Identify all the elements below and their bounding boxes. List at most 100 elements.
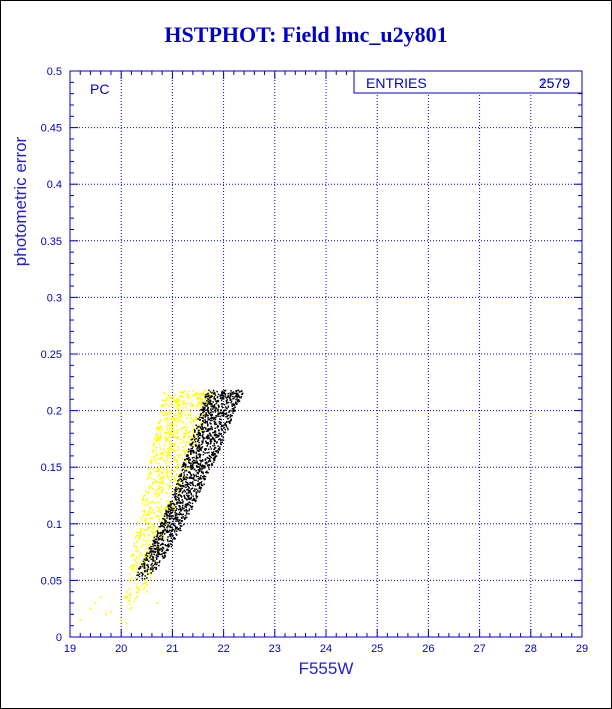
- data-point-black: [204, 449, 206, 451]
- data-point-black: [145, 559, 147, 561]
- data-point-black: [214, 450, 217, 452]
- data-point-yellow: [155, 461, 158, 464]
- data-point-black: [161, 549, 164, 552]
- data-point-yellow: [94, 602, 97, 604]
- data-point-yellow: [138, 531, 141, 534]
- data-point-black: [213, 407, 215, 409]
- data-point-black: [225, 399, 228, 402]
- data-point-yellow: [193, 419, 196, 421]
- data-point-yellow: [178, 416, 181, 418]
- data-point-yellow: [162, 520, 164, 523]
- data-point-yellow: [179, 412, 182, 415]
- data-point-black: [187, 448, 190, 451]
- panel-label: PC: [90, 81, 109, 97]
- data-point-yellow: [174, 458, 176, 461]
- data-point-yellow: [159, 437, 162, 439]
- data-point-black: [206, 470, 208, 473]
- data-point-black: [205, 412, 207, 414]
- data-point-black: [158, 548, 160, 550]
- data-point-yellow: [132, 564, 134, 566]
- data-point-black: [180, 502, 183, 504]
- data-point-yellow: [174, 443, 176, 446]
- data-point-yellow: [188, 435, 190, 437]
- data-point-black: [147, 568, 149, 571]
- data-point-black: [169, 529, 171, 532]
- data-point-yellow: [166, 432, 168, 435]
- data-point-black: [154, 561, 157, 564]
- data-point-yellow: [133, 600, 135, 603]
- data-point-black: [158, 552, 160, 554]
- data-point-black: [207, 419, 209, 421]
- data-point-black: [220, 396, 222, 399]
- data-point-black: [211, 462, 213, 465]
- data-point-yellow: [192, 419, 194, 421]
- data-point-yellow: [167, 431, 170, 434]
- data-point-black: [180, 480, 183, 482]
- data-point-yellow: [150, 462, 152, 464]
- data-point-black: [215, 415, 218, 417]
- data-point-black: [153, 540, 156, 543]
- data-point-black: [161, 538, 164, 540]
- data-point-black: [223, 403, 226, 406]
- data-point-black: [150, 553, 153, 556]
- data-point-black: [187, 491, 190, 493]
- data-point-black: [189, 504, 192, 507]
- data-point-black: [208, 418, 210, 421]
- data-point-yellow: [182, 395, 184, 398]
- data-point-yellow: [145, 522, 148, 525]
- data-point-yellow: [164, 411, 167, 414]
- data-point-yellow: [166, 428, 169, 431]
- data-point-yellow: [182, 446, 184, 449]
- data-point-yellow: [147, 512, 150, 515]
- data-point-black: [199, 454, 201, 457]
- data-point-yellow: [158, 518, 161, 521]
- data-point-black: [178, 508, 180, 511]
- data-point-black: [211, 405, 214, 407]
- data-point-black: [201, 464, 204, 466]
- data-point-yellow: [191, 394, 194, 397]
- data-point-yellow: [166, 424, 169, 427]
- data-point-yellow: [155, 453, 158, 456]
- data-point-yellow: [159, 481, 162, 483]
- axis-tick-labels: 19 20 21 22 23 24 25 26 27 28 2900.050.10.150.20.2…: [41, 66, 589, 655]
- data-point-black: [220, 403, 223, 405]
- data-point-yellow: [173, 442, 176, 445]
- data-point-black: [166, 517, 168, 519]
- data-point-black: [178, 494, 180, 496]
- data-point-black: [173, 522, 175, 525]
- data-point-black: [184, 497, 186, 499]
- data-point-black: [165, 521, 167, 523]
- y-tick-label: 0.15: [41, 462, 62, 474]
- data-point-black: [219, 397, 222, 400]
- data-point-black: [235, 401, 237, 404]
- data-point-black: [211, 408, 214, 410]
- data-point-black: [214, 416, 217, 419]
- data-point-yellow: [139, 527, 142, 530]
- data-point-black: [168, 505, 170, 507]
- data-point-yellow: [146, 529, 149, 531]
- data-point-black: [168, 517, 171, 520]
- data-point-black: [231, 403, 233, 406]
- data-point-yellow: [156, 470, 158, 472]
- data-point-black: [213, 420, 215, 423]
- data-point-yellow: [190, 402, 193, 404]
- data-point-yellow: [143, 528, 145, 531]
- data-point-yellow: [172, 508, 174, 510]
- data-point-yellow: [191, 404, 194, 406]
- data-point-yellow: [163, 507, 166, 510]
- data-point-black: [221, 398, 223, 400]
- data-point-black: [148, 552, 151, 555]
- data-point-black: [194, 430, 196, 432]
- data-point-yellow: [130, 606, 133, 609]
- data-point-black: [201, 459, 204, 461]
- data-point-yellow: [157, 438, 159, 441]
- data-point-black: [165, 520, 167, 522]
- data-point-black: [155, 554, 158, 556]
- data-point-black: [182, 468, 184, 471]
- data-point-yellow: [175, 437, 178, 440]
- data-point-yellow: [176, 486, 178, 488]
- stats-box-frame: [353, 70, 583, 94]
- data-point-black: [194, 500, 197, 503]
- data-point-black: [202, 453, 205, 456]
- data-point-black: [228, 396, 231, 398]
